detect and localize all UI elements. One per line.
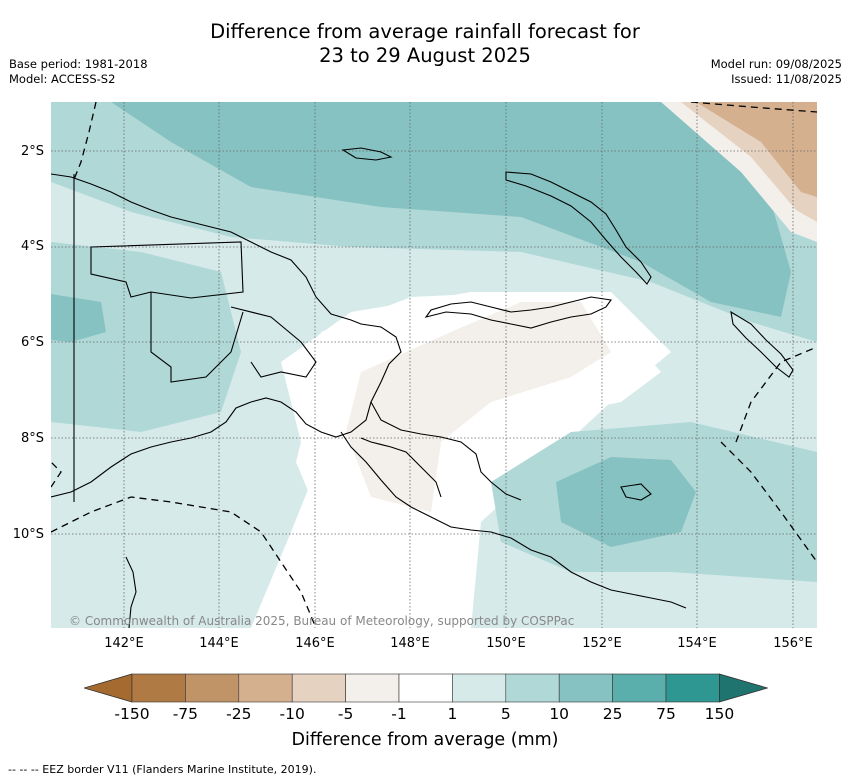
contour-dark-teal-southeast <box>556 457 696 547</box>
colorbar-bin <box>185 673 240 703</box>
contour-medium-teal-west <box>51 242 241 432</box>
papuan-peninsula-coast <box>340 431 687 609</box>
title-line-1: Difference from average rainfall forecas… <box>210 20 640 43</box>
map-panel[interactable] <box>51 102 817 628</box>
eez-footnote: -- -- -- EEZ border V11 (Flanders Marine… <box>8 763 317 776</box>
new-ireland <box>505 171 652 285</box>
colorbar-tick-label: 5 <box>500 705 511 723</box>
lon-label-144e: 144°E <box>199 636 239 651</box>
rainfall-map <box>51 102 817 628</box>
base-period: Base period: 1981-2018 <box>9 57 148 71</box>
issued-date: Issued: 11/08/2025 <box>731 72 842 86</box>
papuan-north-coast <box>370 401 522 501</box>
province-border-4 <box>360 437 442 498</box>
colorbar-extend-high <box>719 673 769 703</box>
eez-border-east <box>735 346 817 443</box>
cape-york <box>125 556 137 628</box>
contour-slight-dry <box>346 302 611 512</box>
meta-left: Base period: 1981-2018 Model: ACCESS-S2 <box>9 57 148 87</box>
colorbar-bin <box>612 673 667 703</box>
colorbar-tick-label: 25 <box>602 705 623 723</box>
graticule <box>51 102 817 628</box>
colorbar-bin <box>345 673 400 703</box>
colorbar-bin <box>505 673 560 703</box>
map-title: Difference from average rainfall forecas… <box>0 20 850 68</box>
lon-label-156e: 156°E <box>773 636 813 651</box>
colorbar-tick-label: 75 <box>656 705 676 723</box>
eez-border-se <box>720 441 817 563</box>
lon-label-142e: 142°E <box>104 636 144 651</box>
colorbar-bin <box>665 673 720 703</box>
colorbar-tick-label: -1 <box>391 705 407 723</box>
model-name: Model: ACCESS-S2 <box>9 72 116 86</box>
lat-label-4s: 4°S <box>20 239 44 254</box>
colorbar-bin <box>398 673 453 703</box>
colorbar-tick-label: 150 <box>704 705 735 723</box>
contour-dark-teal-north <box>111 102 791 317</box>
copyright-text: © Commonwealth of Australia 2025, Bureau… <box>69 614 575 628</box>
colorbar-extend-low <box>82 673 133 703</box>
new-britain <box>424 296 612 329</box>
colorbar-title: Difference from average (mm) <box>291 730 559 750</box>
lat-label-8s: 8°S <box>20 431 44 446</box>
contour-dry-ne-3 <box>696 102 817 197</box>
lat-label-6s: 6°S <box>20 335 44 350</box>
province-border-3 <box>230 306 317 378</box>
lon-label-148e: 148°E <box>390 636 430 651</box>
colorbar-bin <box>238 673 293 703</box>
bougainville <box>730 310 794 378</box>
lon-label-146e: 146°E <box>295 636 335 651</box>
title-line-2: 23 to 29 August 2025 <box>319 44 531 67</box>
new-guinea-coast <box>51 173 402 498</box>
meta-right: Model run: 09/08/2025 Issued: 11/08/2025 <box>711 57 842 87</box>
colorbar-bin <box>131 673 186 703</box>
colorbar <box>82 673 769 707</box>
colorbar-tick-label: -5 <box>337 705 354 723</box>
colorbar-tick-label: -75 <box>172 705 199 723</box>
lat-label-2s: 2°S <box>20 144 44 159</box>
colorbar-bin <box>558 673 613 703</box>
eez-border-ne <box>690 102 817 113</box>
eez-border-west <box>51 461 62 488</box>
manus-island <box>341 147 393 161</box>
colorbar-svg <box>82 673 769 703</box>
lon-label-150e: 150°E <box>486 636 526 651</box>
dentrecasteaux-islands <box>620 483 652 501</box>
colorbar-tick-label: 1 <box>447 705 458 723</box>
colorbar-tick-label: 10 <box>549 705 570 723</box>
province-border-2 <box>150 292 244 383</box>
colorbar-tick-label: -150 <box>114 705 150 723</box>
lon-label-152e: 152°E <box>582 636 622 651</box>
contour-dark-teal-west <box>51 294 106 342</box>
lon-label-154e: 154°E <box>677 636 717 651</box>
colorbar-bin <box>291 673 346 703</box>
eez-borders <box>51 102 817 628</box>
lat-label-10s: 10°S <box>12 527 44 542</box>
colorbar-tick-label: -10 <box>279 705 305 723</box>
model-run: Model run: 09/08/2025 <box>710 57 842 71</box>
eez-border-south <box>51 496 317 628</box>
eez-border-nw <box>72 102 97 183</box>
coastlines <box>51 147 794 628</box>
colorbar-bin <box>452 673 507 703</box>
colorbar-tick-label: -25 <box>226 705 252 723</box>
